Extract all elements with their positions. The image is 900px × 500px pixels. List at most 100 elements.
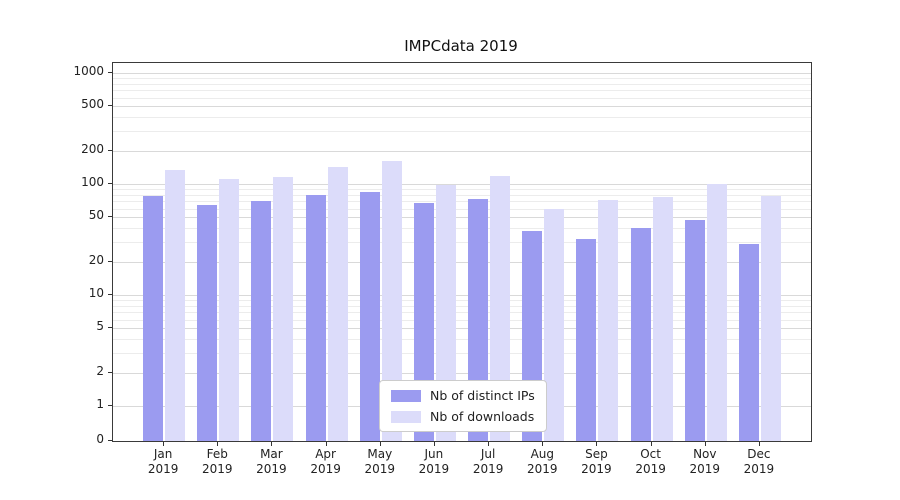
major-gridline — [113, 328, 811, 330]
x-tick-mark — [542, 442, 544, 446]
minor-gridline — [113, 305, 811, 307]
legend-label-downloads: Nb of downloads — [430, 409, 535, 424]
chart-title: IMPCdata 2019 — [404, 37, 518, 55]
legend-item-downloads: Nb of downloads — [391, 409, 535, 424]
bar-distinct-ips — [738, 243, 759, 441]
y-tick-label: 1000 — [73, 64, 104, 78]
x-tick-mark — [650, 442, 652, 446]
y-tick-label: 0 — [96, 432, 104, 446]
x-tick-label: Nov 2019 — [689, 447, 721, 476]
major-gridline — [113, 106, 811, 108]
legend-swatch-distinct-ips — [391, 389, 421, 402]
y-tick-label: 20 — [88, 252, 104, 267]
y-tick-label: 500 — [81, 97, 104, 112]
legend-item-distinct-ips: Nb of distinct IPs — [391, 388, 535, 403]
minor-gridline — [113, 194, 811, 196]
major-gridline — [113, 261, 811, 263]
y-tick-label: 1 — [96, 397, 104, 411]
minor-gridline — [113, 228, 811, 230]
x-tick-label: Feb 2019 — [202, 447, 233, 476]
x-tick-label: Jun 2019 — [418, 447, 450, 476]
minor-gridline — [113, 90, 811, 92]
y-tick-label: 200 — [81, 141, 104, 156]
x-tick-label: Jul 2019 — [472, 447, 504, 476]
x-tick-mark — [704, 442, 706, 446]
bar-downloads — [490, 176, 511, 441]
bar-downloads — [544, 208, 565, 441]
y-tick-mark — [108, 405, 112, 406]
major-gridline — [113, 372, 811, 374]
y-tick-label: 10 — [88, 286, 104, 300]
minor-gridline — [113, 353, 811, 355]
y-tick-label: 100 — [81, 175, 104, 189]
minor-gridline — [113, 83, 811, 85]
x-tick-label: Sep 2019 — [581, 447, 612, 476]
x-tick-label: May 2019 — [364, 447, 396, 476]
bar-distinct-ips — [143, 196, 164, 441]
bar-downloads — [706, 184, 727, 441]
y-tick-mark — [108, 371, 112, 373]
bar-downloads — [273, 177, 294, 441]
x-tick-mark — [488, 442, 490, 446]
minor-gridline — [113, 208, 811, 210]
bar-distinct-ips — [197, 204, 218, 441]
bar-distinct-ips — [576, 238, 597, 441]
x-tick-label: Oct 2019 — [635, 447, 666, 476]
bar-downloads — [435, 185, 456, 441]
minor-gridline — [113, 319, 811, 321]
bar-downloads — [165, 169, 186, 441]
y-tick-mark — [108, 183, 112, 184]
bar-distinct-ips — [359, 191, 380, 441]
minor-gridline — [113, 131, 811, 132]
bar-distinct-ips — [251, 201, 272, 441]
minor-gridline — [113, 97, 811, 99]
y-tick-mark — [108, 294, 112, 295]
bar-distinct-ips — [684, 220, 705, 441]
y-tick-mark — [108, 440, 112, 441]
bar-downloads — [760, 196, 781, 441]
bar-distinct-ips — [630, 228, 651, 441]
major-gridline — [113, 295, 811, 296]
x-tick-mark — [217, 442, 219, 446]
x-tick-label: Dec 2019 — [743, 447, 775, 476]
minor-gridline — [113, 78, 811, 80]
y-tick-mark — [108, 105, 112, 107]
bar-downloads — [327, 167, 348, 441]
bar-downloads — [381, 161, 402, 441]
minor-gridline — [113, 312, 811, 314]
y-tick-label: 5 — [96, 319, 104, 334]
bar-downloads — [652, 197, 673, 441]
y-tick-mark — [108, 327, 112, 329]
y-tick-label: 50 — [88, 208, 104, 223]
minor-gridline — [113, 189, 811, 191]
major-gridline — [113, 73, 811, 74]
x-tick-mark — [379, 442, 381, 446]
x-tick-label: Mar 2019 — [256, 447, 287, 476]
x-tick-label: Apr 2019 — [310, 447, 341, 476]
x-tick-mark — [596, 442, 598, 446]
y-tick-label: 2 — [96, 363, 104, 378]
minor-gridline — [113, 242, 811, 244]
plot-area: Nb of distinct IPs Nb of downloads — [112, 62, 812, 442]
x-tick-label: Aug 2019 — [527, 447, 558, 476]
bar-downloads — [219, 178, 240, 441]
x-tick-mark — [433, 442, 435, 446]
y-tick-mark — [108, 72, 112, 73]
minor-gridline — [113, 339, 811, 341]
x-tick-mark — [163, 442, 165, 446]
major-gridline — [113, 217, 811, 219]
y-tick-mark — [108, 149, 112, 151]
minor-gridline — [113, 300, 811, 302]
x-tick-mark — [325, 442, 327, 446]
bar-distinct-ips — [305, 194, 326, 441]
bar-downloads — [598, 199, 619, 441]
y-tick-mark — [108, 216, 112, 218]
legend: Nb of distinct IPs Nb of downloads — [379, 380, 547, 432]
x-tick-mark — [758, 442, 760, 446]
major-gridline — [113, 150, 811, 152]
legend-label-distinct-ips: Nb of distinct IPs — [430, 388, 535, 403]
x-tick-label: Jan 2019 — [147, 447, 179, 476]
legend-swatch-downloads — [391, 410, 421, 423]
minor-gridline — [113, 201, 811, 203]
